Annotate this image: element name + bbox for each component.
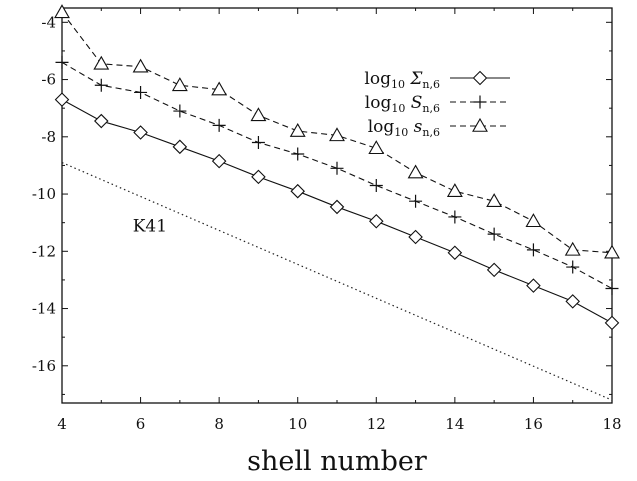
diamond-marker (172, 139, 188, 155)
plus-marker (55, 55, 69, 69)
x-tick-label: 10 (288, 415, 307, 433)
triangle-marker (93, 55, 110, 70)
legend-label: log10 Σn,6 (364, 69, 440, 91)
plus-marker (473, 95, 487, 109)
k41-reference-line (61, 162, 613, 401)
triangle-marker (446, 183, 463, 197)
y-tick-label: -16 (32, 357, 56, 375)
diamond-marker (604, 315, 620, 331)
diamond-marker (526, 278, 541, 293)
k41-annotation: K41 (133, 216, 167, 236)
plus-marker (487, 227, 501, 241)
diamond-marker (211, 153, 227, 169)
triangle-marker (329, 127, 345, 142)
diamond-marker (329, 199, 345, 215)
plus-marker (173, 104, 187, 118)
x-axis-title: shell number (247, 446, 427, 477)
series-layer (54, 4, 620, 331)
triangle-marker (250, 107, 267, 122)
y-tick-label: -8 (41, 128, 56, 146)
plus-marker (212, 118, 226, 132)
plus-marker (605, 282, 619, 296)
legend-label: log10 sn,6 (368, 117, 440, 139)
x-tick-label: 4 (57, 415, 67, 433)
plus-marker (566, 260, 580, 274)
k41-line (61, 162, 613, 401)
plus-marker (134, 85, 148, 99)
y-tick-label: -10 (32, 185, 56, 203)
diamond-marker (133, 125, 148, 140)
diamond-marker (565, 294, 580, 309)
triangle-marker (472, 117, 488, 132)
diamond-marker (408, 229, 423, 245)
plus-marker (291, 147, 305, 161)
plus-marker (94, 78, 108, 92)
plus-marker (526, 243, 540, 257)
diamond-marker (290, 183, 305, 199)
series-triangle (54, 4, 620, 259)
series-plus (55, 55, 619, 296)
plus-marker (330, 161, 344, 175)
x-tick-label: 16 (524, 415, 543, 433)
triangle-marker (407, 164, 424, 179)
series-line (62, 61, 612, 289)
y-tick-label: -4 (41, 13, 56, 31)
diamond-marker (447, 245, 463, 261)
x-tick-label: 12 (367, 415, 386, 433)
plus-marker (251, 136, 265, 150)
triangle-marker (132, 58, 149, 73)
triangle-marker (486, 193, 503, 208)
plus-marker (409, 194, 423, 208)
triangle-marker (211, 81, 228, 96)
plus-marker (448, 210, 462, 224)
y-tick-label: -12 (32, 242, 56, 260)
triangle-marker (525, 213, 542, 228)
plus-marker (369, 178, 383, 192)
y-tick-label: -6 (41, 71, 56, 89)
triangle-marker (368, 140, 385, 155)
triangle-marker (171, 77, 188, 92)
diamond-marker (369, 213, 384, 229)
x-tick-label: 14 (445, 415, 464, 433)
diamond-marker (486, 262, 502, 278)
triangle-marker (289, 122, 306, 137)
diamond-marker (94, 113, 109, 129)
triangle-marker (564, 241, 581, 256)
x-tick-label: 6 (136, 415, 146, 433)
legend-label: log10 Sn,6 (365, 93, 440, 115)
series-diamond (54, 92, 620, 331)
triangle-marker (54, 4, 70, 19)
diamond-marker (54, 92, 70, 107)
y-tick-label: -14 (32, 300, 56, 318)
diamond-marker (472, 70, 488, 86)
x-tick-label: 8 (214, 415, 224, 433)
diamond-marker (251, 169, 266, 185)
triangle-marker (604, 244, 620, 259)
x-tick-label: 18 (602, 415, 621, 433)
axis-ticks: 4 6 8 10 12 14 16 18 -4 -6 -8 -10 -12 -14 -16 (32, 8, 622, 433)
